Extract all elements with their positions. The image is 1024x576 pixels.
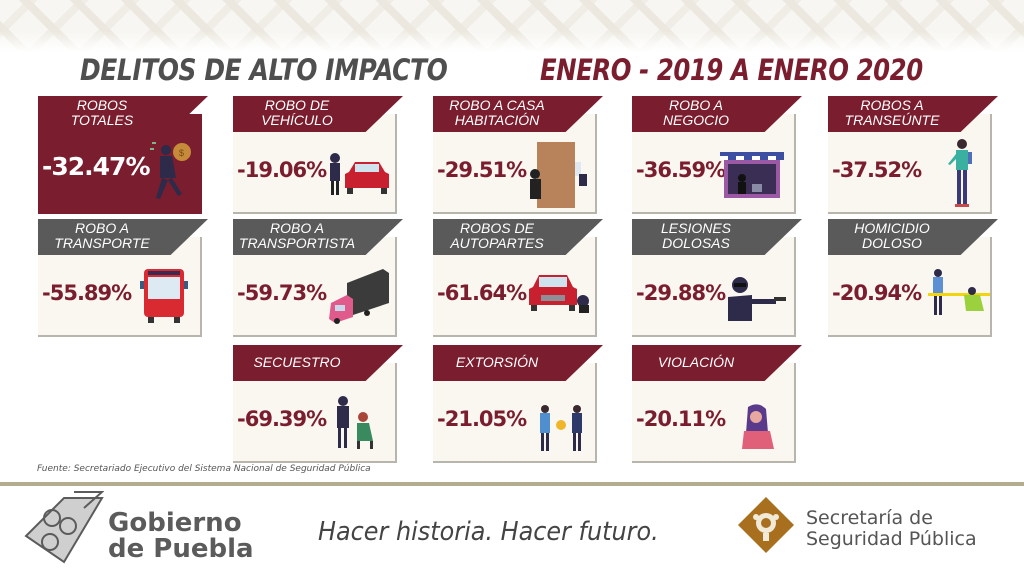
card-value: -55.89%	[42, 281, 132, 305]
card-homicidio-doloso: HOMICIDIO DOLOSO -20.94%	[828, 219, 998, 337]
card-extorsion: EXTORSIÓN -21.05%	[433, 345, 603, 463]
card-robos-transeunte: ROBOS A TRANSEÚNTE -37.52%	[828, 96, 998, 214]
pedestrian-icon	[948, 139, 972, 207]
thief-with-money-bag-icon: $	[150, 142, 191, 199]
card-lesiones-dolosas: LESIONES DOLOSAS -29.88%	[632, 219, 802, 337]
bus-icon	[140, 269, 188, 323]
slogan: Hacer historia. Hacer futuro.	[318, 517, 659, 547]
page-title: DELITOS DE ALTO IMPACTO	[80, 53, 448, 87]
card-robo-casa-habitacion: ROBO A CASA HABITACIÓN -29.51%	[433, 96, 603, 214]
card-secuestro: SECUESTRO -69.39%	[233, 345, 403, 463]
card-title: SECUESTRO	[253, 354, 341, 370]
card-robos-totales: ROBOS TOTALES -32.47% $	[38, 96, 208, 214]
card-violacion: VIOLACIÓN -20.11%	[632, 345, 802, 463]
seguridad-publica-wordmark: Secretaría de Seguridad Pública	[806, 507, 977, 550]
card-title: ROBO A NEGOCIO	[662, 97, 730, 128]
card-value: -37.52%	[832, 158, 922, 182]
card-title: ROBO A CASA HABITACIÓN	[449, 97, 545, 128]
extortion-exchange-icon	[540, 405, 582, 451]
footer-divider	[0, 482, 1024, 486]
card-value: -32.47%	[42, 152, 151, 181]
kidnapping-icon	[337, 396, 373, 449]
card-title: ROBO A TRANSPORTISTA	[238, 220, 356, 251]
card-title: ROBO DE VEHÍCULO	[261, 97, 333, 128]
card-value: -29.88%	[636, 281, 726, 305]
card-value: -21.05%	[437, 407, 527, 431]
house-burglar-icon	[530, 142, 587, 208]
card-value: -19.06%	[237, 158, 327, 182]
truck-icon	[329, 269, 389, 324]
card-title: ROBO A TRANSPORTE	[54, 220, 150, 251]
card-value: -20.11%	[636, 407, 726, 431]
seguridad-publica-logo-icon	[738, 497, 794, 553]
card-value: -69.39%	[237, 407, 327, 431]
card-value: -29.51%	[437, 158, 527, 182]
gobierno-puebla-logo-icon	[24, 491, 104, 564]
card-title: ROBOS DE AUTOPARTES	[450, 220, 544, 251]
period-title: ENERO - 2019 A ENERO 2020	[540, 53, 923, 87]
card-title: EXTORSIÓN	[455, 354, 539, 370]
card-title: HOMICIDIO DOLOSO	[854, 220, 930, 251]
card-robo-negocio: ROBO A NEGOCIO -36.59%	[632, 96, 802, 214]
card-value: -59.73%	[237, 281, 327, 305]
source-note: Fuente: Secretariado Ejecutivo del Siste…	[37, 464, 371, 474]
svg-text:$: $	[179, 148, 184, 158]
card-title: VIOLACIÓN	[657, 354, 735, 370]
car-parts-theft-icon	[529, 275, 589, 313]
victim-icon	[742, 404, 774, 449]
car-thief-icon	[330, 153, 389, 195]
card-robos-autopartes: ROBOS DE AUTOPARTES -61.64%	[433, 219, 603, 337]
crime-scene-icon	[928, 269, 990, 315]
card-robo-transportista: ROBO A TRANSPORTISTA -59.73%	[233, 219, 403, 337]
card-robo-vehiculo: ROBO DE VEHÍCULO -19.06%	[233, 96, 403, 214]
store-robbery-icon	[720, 152, 784, 198]
card-robo-transporte: ROBO A TRANSPORTE -55.89%	[38, 219, 208, 337]
card-value: -20.94%	[832, 281, 922, 305]
card-value: -36.59%	[636, 158, 726, 182]
card-value: -61.64%	[437, 281, 527, 305]
card-title: LESIONES DOLOSAS	[660, 220, 732, 251]
card-title: ROBOS TOTALES	[70, 97, 134, 128]
gunman-icon	[728, 277, 786, 321]
gobierno-puebla-wordmark: Gobierno de Puebla	[108, 508, 254, 564]
decorative-pattern-band	[0, 0, 1024, 52]
card-title: ROBOS A TRANSEÚNTE	[844, 97, 940, 128]
